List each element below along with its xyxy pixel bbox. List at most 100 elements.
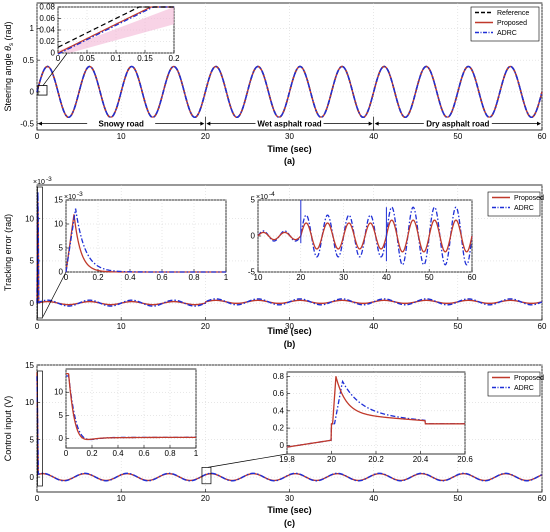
- road-label: Dry asphalt road: [426, 120, 489, 129]
- road-arrow-head-left: [38, 121, 42, 126]
- panel-a-inset-xtick-label: 0.15: [137, 54, 153, 63]
- panel-b-inset-left-xtick-label: 0.2: [92, 273, 104, 282]
- panel-b-axis-xtick-label: 10: [117, 322, 126, 331]
- panel-b-inset-right-scale-base: ×10: [256, 194, 268, 201]
- panel-c-xlabel: Time (sec): [267, 505, 311, 515]
- panel-c-inset-right-ytick-label: 0.4: [273, 406, 285, 415]
- panel-a-caption: (a): [284, 156, 295, 166]
- panel-b-inset-left-xtick-label: 0.8: [188, 273, 200, 282]
- panel-b-inset-right-xtick-label: 20: [296, 273, 305, 282]
- panel-c-inset-left-ytick-label: 10: [54, 388, 63, 397]
- panel-c-inset-right-xtick-label: 20.2: [368, 455, 384, 464]
- panel-b-inset-left-xtick-label: 0.6: [156, 273, 168, 282]
- panel-b-inset-left-ytick-label: 10: [54, 219, 63, 228]
- road-arrow-head-right: [537, 121, 541, 126]
- panel-a-axis-xtick-label: 20: [201, 132, 210, 141]
- panel-c-inset-left-xtick-label: 0.6: [138, 449, 150, 458]
- legend-entry-reference: Reference: [497, 10, 529, 17]
- panel-b-inset-left-ytick-label: 0: [59, 267, 64, 276]
- zoom-connector: [207, 453, 288, 468]
- legend-entry-proposed: Proposed: [514, 375, 544, 382]
- panel-b-axis-xtick-label: 20: [201, 322, 210, 331]
- panel-c-axis-xtick-label: 60: [538, 494, 547, 503]
- panel-c-axis-xtick-label: 30: [285, 494, 294, 503]
- series-proposed-line: [36, 65, 543, 119]
- panel-b-inset-left-xtick-label: 1: [224, 273, 229, 282]
- panel-b-inset-right-xtick-label: 60: [468, 273, 477, 282]
- panel-a-inset-ytick-label: 0.04: [39, 25, 55, 34]
- panel-a-inset-xtick-label: 0.2: [168, 54, 180, 63]
- panel-b-caption: (b): [284, 339, 296, 349]
- panel-b-inset-left-scale-base: ×10: [64, 194, 76, 201]
- panel-c-axis-xtick-label: 50: [453, 494, 462, 503]
- panel-b-scale-base: ×10: [33, 179, 45, 186]
- panel-c-inset-right-xtick-label: 20.4: [413, 455, 429, 464]
- panel-a-axis-xtick-label: 50: [453, 132, 462, 141]
- panel-c-inset-left-xtick-label: 0.2: [86, 449, 98, 458]
- panel-c-inset-right-ytick-label: 0.6: [273, 389, 285, 398]
- legend-entry-proposed: Proposed: [514, 195, 544, 202]
- panel-a-axis-xtick-label: 10: [117, 132, 126, 141]
- panel-c-axis-xtick-label: 40: [369, 494, 378, 503]
- zoom-marker: [37, 186, 43, 319]
- panel-b-inset-left-frame: [65, 199, 227, 273]
- panel-c-inset-right-ytick-label: 0.8: [273, 372, 285, 381]
- inset-proposed-line: [66, 373, 196, 441]
- road-label-bg: [87, 117, 156, 129]
- panel-a-inset-ytick-label: 0.08: [39, 2, 55, 11]
- panel-a-axis-ytick-label: 0.5: [23, 56, 35, 65]
- zoom-connector: [42, 51, 69, 86]
- zoom-marker-left: [37, 370, 43, 487]
- panel-b-inset-left-ytick-label: 5: [59, 243, 64, 252]
- legend-entry-adrc: ADRC: [514, 385, 534, 392]
- panel-c-ylabel: Control input (V): [3, 396, 13, 462]
- panel-c-inset-left-ytick-label: 5: [59, 411, 64, 420]
- panel-a-inset-ytick-label: 0: [51, 48, 56, 57]
- panel-b-inset-right-ytick-label: 5: [251, 195, 256, 204]
- panel-b-inset-right-xtick-label: 30: [339, 273, 348, 282]
- road-label-bg: [255, 117, 324, 129]
- ylabel-subscript: s: [9, 43, 15, 46]
- panel-b-inset-right-ytick-label: 0: [251, 231, 256, 240]
- zoom-marker: [37, 85, 48, 96]
- ylabel-unit: (rad): [3, 22, 13, 44]
- panel-c-inset-right-ytick-label: 0.2: [273, 424, 285, 433]
- panel-b-inset-right-xtick-label: 50: [425, 273, 434, 282]
- panel-c-inset-right-ytick-label: 0: [280, 441, 285, 450]
- panel-a-axis-xtick-label: 30: [285, 132, 294, 141]
- panel-c-inset-left-xtick-label: 0.8: [164, 449, 176, 458]
- inset-reference-line: [57, 6, 174, 48]
- panel-b-ylabel: Tracking error (rad): [3, 214, 13, 291]
- inset-proposed-line: [257, 219, 473, 253]
- panel-b-inset-left-ytick-label: 15: [54, 195, 63, 204]
- legend-b-box: [487, 191, 541, 217]
- panel-b-axis-xtick-label: 0: [35, 322, 40, 331]
- panel-a-axis-ytick-label: 1: [30, 24, 35, 33]
- panel-c-inset-right-xtick-label: 20.6: [457, 455, 473, 464]
- panel-b-inset-right-xtick-label: 10: [254, 273, 263, 282]
- panel-a-axis-ytick-label: 0: [30, 88, 35, 97]
- panel-a-axis-xtick-label: 40: [369, 132, 378, 141]
- panel-a-axis-ytick-label: -0.5: [20, 119, 34, 128]
- zoom-marker-right: [201, 466, 212, 485]
- road-label: Snowy road: [98, 120, 143, 129]
- panel-b-axis-xtick-label: 30: [285, 322, 294, 331]
- ylabel-theta: θ: [3, 46, 13, 51]
- panel-b-inset-left-scale-exp: -3: [77, 191, 83, 198]
- panel-a-axis-xtick-label: 60: [538, 132, 547, 141]
- legend-entry-adrc: ADRC: [514, 205, 534, 212]
- panel-c-inset-right-xtick-label: 19.8: [279, 455, 295, 464]
- panel-b-inset-left-xtick-label: 0: [64, 273, 69, 282]
- panel-a-inset-ytick-label: 0.06: [39, 14, 55, 23]
- series-adrc-line: [36, 191, 543, 307]
- panel-c-axis-xtick-label: 20: [201, 494, 210, 503]
- panel-b-axis-ytick-label: 5: [30, 257, 35, 266]
- panel-a-inset-xtick-label: 0.1: [110, 54, 122, 63]
- panel-b-inset-right-scale-exp: -4: [269, 191, 275, 198]
- panel-b-axis-xtick-label: 40: [369, 322, 378, 331]
- legend-entry-proposed: Proposed: [497, 20, 527, 27]
